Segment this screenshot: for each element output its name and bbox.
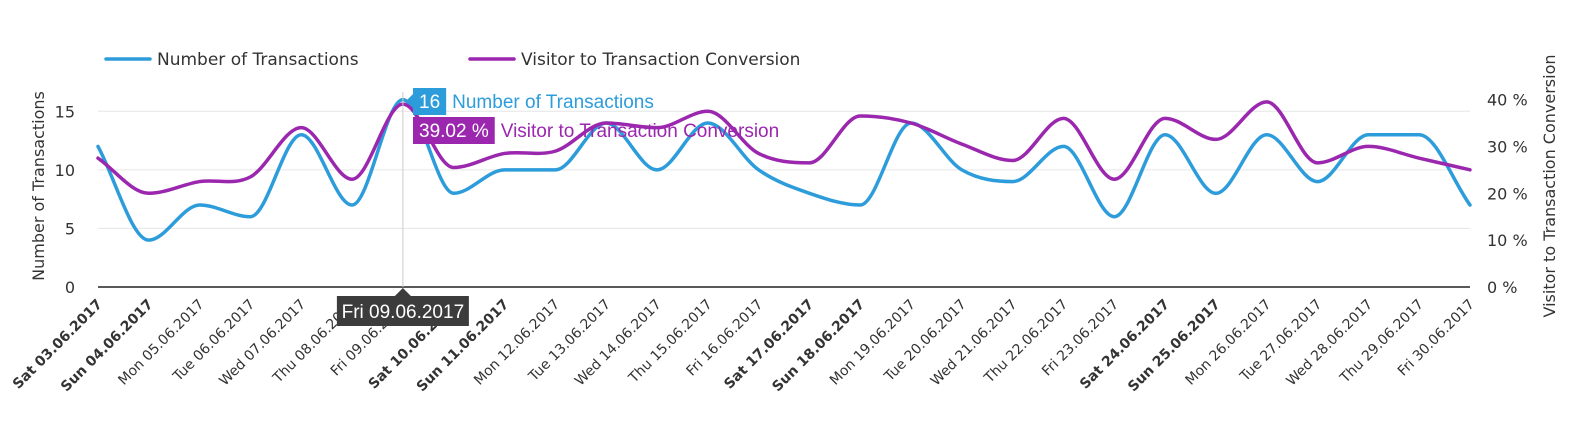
x-tick-label: Mon 19.06.2017	[827, 297, 919, 389]
x-tick-label: Wed 14.06.2017	[572, 297, 665, 390]
tooltip-value: 16	[419, 92, 440, 113]
tooltip-date-label: Fri 09.06.2017	[342, 302, 465, 323]
tooltip-value-box	[413, 117, 495, 144]
series-lines	[96, 97, 1472, 242]
legend-item-conversion[interactable]: Visitor to Transaction Conversion	[468, 50, 800, 70]
tooltip-value-box	[413, 88, 447, 115]
x-tick-label: Sun 04.06.2017	[58, 297, 157, 396]
y-right-tick-label: 30 %	[1487, 137, 1528, 156]
x-tick-label: Sun 25.06.2017	[1125, 297, 1224, 396]
x-tick-label: Sat 24.06.2017	[1077, 297, 1173, 393]
tooltip-series-label: Visitor to Transaction Conversion	[501, 121, 779, 142]
y-left-tick-label: 10	[55, 161, 75, 180]
legend-label-transactions: Number of Transactions	[157, 50, 359, 70]
legend-item-transactions[interactable]: Number of Transactions	[104, 50, 359, 70]
y-right-tick-label: 0 %	[1487, 278, 1517, 297]
y-right-tick-label: 40 %	[1487, 91, 1528, 110]
series-line-conversion	[96, 100, 1472, 196]
y-axis-left: 0 5 10 15	[55, 102, 75, 297]
y-right-tick-label: 20 %	[1487, 184, 1528, 203]
y-right-tick-label: 10 %	[1487, 231, 1528, 250]
tooltip-date-box	[336, 296, 469, 326]
x-tick-label: Sat 03.06.2017	[10, 297, 106, 393]
y-left-tick-label: 15	[55, 102, 75, 121]
legend-label-conversion: Visitor to Transaction Conversion	[521, 50, 800, 70]
y-axis-left-title: Number of Transactions	[29, 91, 48, 281]
y-axis-right-title: Visitor to Transaction Conversion	[1540, 54, 1559, 317]
x-tick-label: Mon 05.06.2017	[115, 297, 207, 389]
y-left-tick-label: 0	[65, 278, 75, 297]
y-axis-right: 0 % 10 % 20 % 30 % 40 %	[1487, 91, 1528, 297]
tooltip-series-label: Number of Transactions	[452, 92, 654, 113]
tooltip-date-pointer	[394, 288, 411, 296]
x-tick-label: Wed 21.06.2017	[928, 297, 1021, 390]
x-tick-label: Mon 26.06.2017	[1183, 297, 1275, 389]
series-line-transactions	[96, 97, 1472, 242]
legend[interactable]: Number of Transactions Visitor to Transa…	[104, 50, 800, 70]
tooltip-value: 39.02 %	[419, 121, 489, 142]
y-left-tick-label: 5	[65, 219, 75, 238]
x-tick-label: Sun 18.06.2017	[769, 297, 868, 396]
x-tick-label: Mon 12.06.2017	[471, 297, 563, 389]
tooltip: Fri 09.06.2017 16 Number of Transactions 39…	[336, 88, 779, 326]
x-tick-label: Sat 17.06.2017	[721, 297, 817, 393]
x-tick-label: Wed 28.06.2017	[1283, 297, 1376, 390]
x-tick-label: Wed 07.06.2017	[216, 297, 309, 390]
tooltip-pointer	[406, 94, 413, 108]
